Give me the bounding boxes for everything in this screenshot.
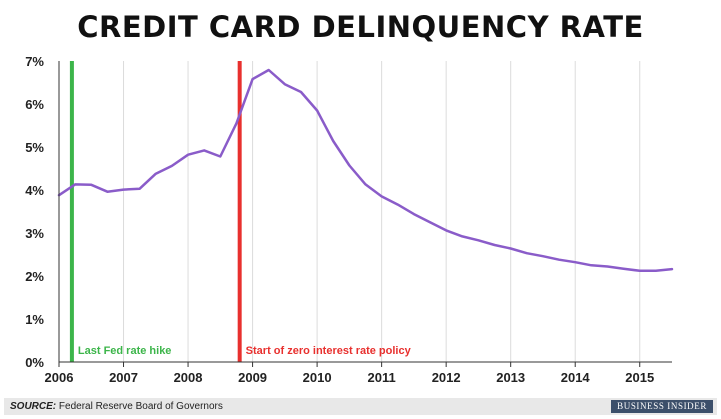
- source-text: Federal Reserve Board of Governors: [56, 401, 223, 412]
- y-tick-label-3: 3%: [25, 226, 44, 241]
- footer-bar: [4, 398, 717, 415]
- annotation-labels: Last Fed rate hike Start of zero interest…: [78, 345, 412, 357]
- source-label: SOURCE:: [10, 401, 57, 412]
- x-tick-label-2008: 2008: [174, 370, 203, 385]
- y-tick-labels: 0% 1% 2% 3% 4% 5% 6% 7%: [25, 54, 44, 370]
- chart-title: CREDIT CARD DELINQUENCY RATE: [77, 10, 644, 44]
- y-tick-label-2: 2%: [25, 269, 44, 284]
- y-tick-label-4: 4%: [25, 183, 44, 198]
- x-tick-label-2006: 2006: [45, 370, 74, 385]
- annotation-label-1: Start of zero interest rate policy: [246, 345, 412, 357]
- y-tick-label-7: 7%: [25, 54, 44, 69]
- grid-lines: [58, 61, 641, 362]
- annotation-label-0: Last Fed rate hike: [78, 345, 172, 357]
- x-tick-label-2014: 2014: [561, 370, 591, 385]
- x-tick-label-2011: 2011: [368, 370, 396, 385]
- series-line-0: [57, 68, 674, 273]
- x-tick-label-2012: 2012: [432, 370, 461, 385]
- source-note: SOURCE: Federal Reserve Board of Governo…: [10, 401, 223, 412]
- y-tick-label-6: 6%: [25, 97, 44, 112]
- x-tick-label-2015: 2015: [625, 370, 654, 385]
- x-tick-label-2009: 2009: [238, 370, 267, 385]
- y-tick-label-1: 1%: [25, 312, 44, 327]
- x-tick-label-2013: 2013: [496, 370, 525, 385]
- axes: [58, 61, 672, 367]
- series-group: [57, 68, 674, 273]
- brand-logo: BUSINESS INSIDER: [611, 400, 713, 413]
- x-tick-label-2010: 2010: [303, 370, 332, 385]
- x-tick-labels: 2006 2007 2008 2009 2010 2011 2012 2013 2014 2015: [45, 370, 655, 385]
- y-tick-label-5: 5%: [25, 140, 44, 155]
- y-tick-label-0: 0%: [25, 355, 44, 370]
- annotation-lines: [69, 61, 242, 362]
- x-tick-label-2007: 2007: [109, 370, 138, 385]
